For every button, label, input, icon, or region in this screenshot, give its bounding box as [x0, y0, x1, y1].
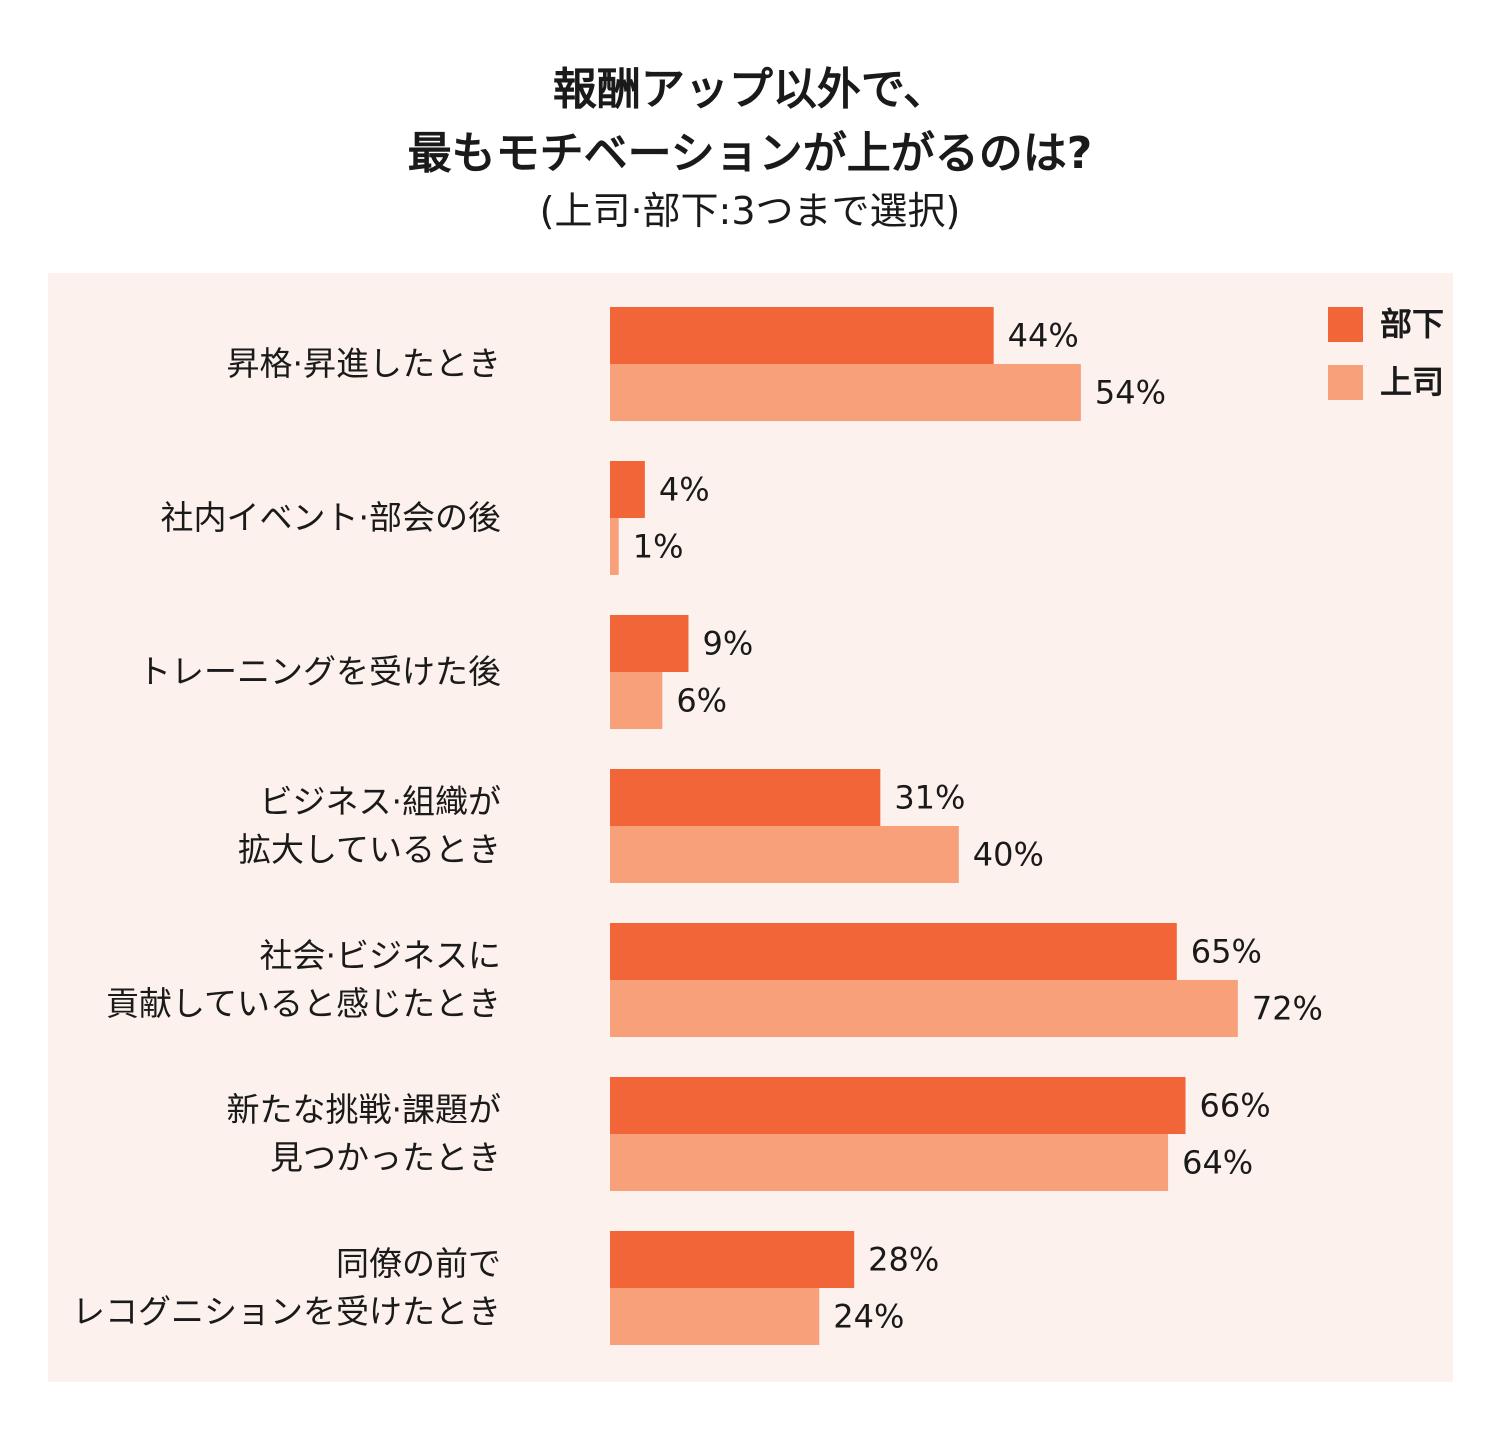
data-label-1-1: 1%: [633, 528, 684, 566]
bar-1-0: [610, 461, 645, 518]
bar-0-1: [610, 364, 1081, 421]
legend-swatch: [1328, 365, 1363, 400]
bar-chart: 44% 54% 4% 1% 9% 6% 31%40% 65% 72% 66% 64% 28% 24%: [610, 307, 1323, 1345]
bar-2-1: [610, 672, 663, 729]
category-label-line: 拡大しているとき: [237, 830, 501, 869]
chart-subtitle: (上司·部下:3つまで選択): [539, 189, 961, 233]
category-label-line: 昇格·昇進したとき: [226, 344, 502, 383]
data-label-0-0: 44%: [1008, 317, 1079, 355]
bar-4-1: [610, 980, 1238, 1037]
data-label-3-0: 31%: [894, 779, 965, 817]
category-label-6: 同僚の前でレコグニションを受けたとき: [72, 1240, 501, 1336]
bar-5-0: [610, 1077, 1186, 1134]
chart-panel: 44% 54% 4% 1% 9% 6% 31% 40% 65% 72% 66% 64% 28% 24% 昇…: [48, 273, 1453, 1382]
data-label-5-0: 66%: [1200, 1087, 1271, 1125]
category-label-5: 新たな挑戦·課題が見つかったとき: [227, 1086, 502, 1182]
data-label-6-1: 24%: [833, 1298, 904, 1336]
category-label-line: 見つかったとき: [270, 1138, 501, 1177]
legend-swatch: [1328, 307, 1363, 342]
chart-title-line-1: 報酬アップ以外で、: [552, 64, 948, 115]
bar-3-1: [610, 826, 959, 883]
data-label-2-1: 6%: [676, 682, 727, 720]
category-label-0: 昇格·昇進したとき: [227, 340, 502, 388]
data-label-4-1: 72%: [1252, 990, 1323, 1028]
data-label-4-0: 65%: [1191, 933, 1262, 971]
category-label-line: 新たな挑戦·課題が: [226, 1090, 502, 1129]
bar-6-1: [610, 1288, 820, 1345]
bar-0-0: [610, 307, 994, 364]
bar-4-0: [610, 923, 1177, 980]
category-label-4: 社会·ビジネスに貢献していると感じたとき: [106, 932, 501, 1028]
category-label-line: 貢献していると感じたとき: [105, 984, 501, 1023]
data-label-5-1: 64%: [1182, 1144, 1253, 1182]
data-label-1-0: 4%: [659, 471, 710, 509]
bar-6-0: [610, 1231, 855, 1288]
category-label-line: トレーニングを受けた後: [138, 652, 501, 691]
category-label-line: ビジネス·組織が: [259, 782, 502, 821]
data-label-3-1: 40%: [973, 836, 1044, 874]
category-label-line: レコグニションを受けたとき: [72, 1292, 501, 1331]
category-label-line: 同僚の前で: [336, 1244, 501, 1283]
data-label-2-0: 9%: [702, 625, 753, 663]
data-label-0-1: 54%: [1095, 374, 1166, 412]
category-label-1: 社内イベント·部会の後: [161, 494, 502, 542]
chart-title-line-2: 最もモチベーションが上がるのは?: [407, 128, 1093, 179]
category-label-line: 社内イベント·部会の後: [160, 498, 502, 537]
bar-3-0: [610, 769, 881, 826]
data-label-6-0: 28%: [868, 1241, 939, 1279]
category-label-line: 社会·ビジネスに: [259, 936, 502, 975]
category-label-2: トレーニングを受けた後: [138, 648, 501, 696]
bar-2-0: [610, 615, 689, 672]
legend-label: 上司: [1380, 363, 1445, 401]
bar-1-1: [610, 518, 619, 575]
bar-5-1: [610, 1134, 1169, 1191]
legend-label: 部下: [1380, 305, 1445, 343]
category-label-3: ビジネス·組織が拡大しているとき: [238, 778, 501, 874]
